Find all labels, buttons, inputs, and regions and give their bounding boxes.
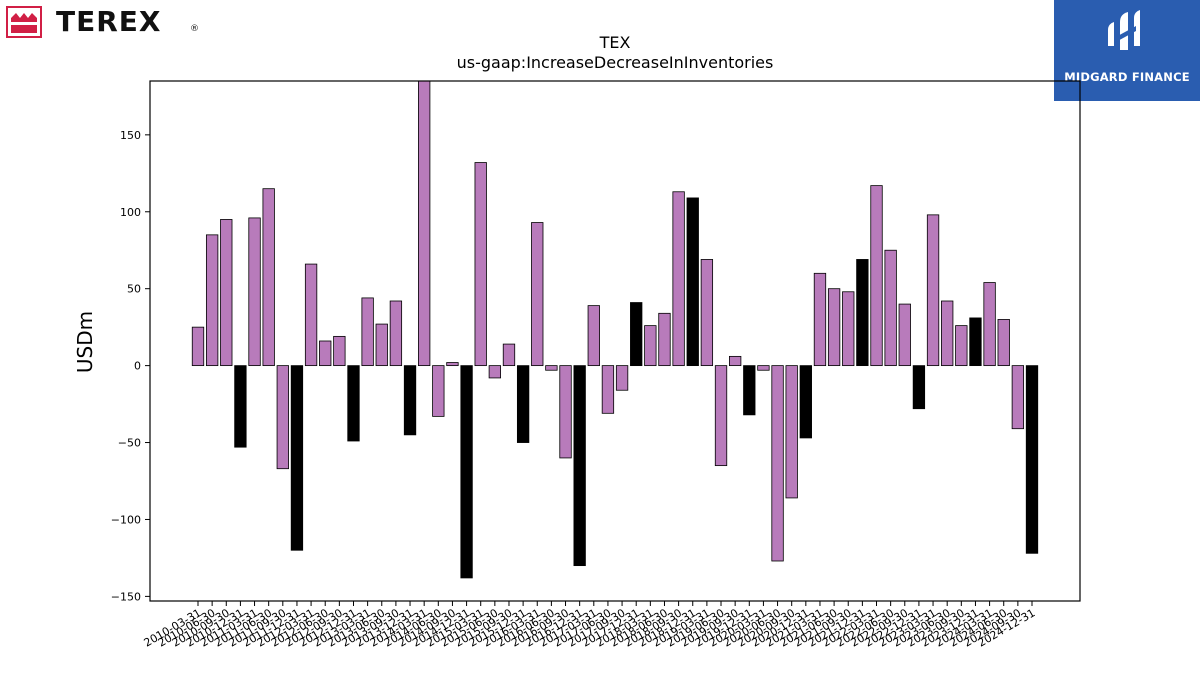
bar	[587, 305, 600, 367]
bar	[856, 259, 869, 367]
y-tick-label: −150	[111, 590, 141, 603]
bar	[361, 297, 374, 367]
x-axis: 2010-03-312010-06-302010-09-302010-12-31…	[142, 601, 1038, 650]
bar	[997, 319, 1010, 367]
bar	[743, 365, 756, 416]
logo-text: TEREX	[56, 5, 162, 38]
bar	[262, 188, 275, 367]
y-tick-label: 150	[120, 129, 141, 142]
y-tick-label: −100	[111, 513, 141, 526]
bar	[658, 312, 671, 367]
bar	[912, 365, 926, 410]
bar	[757, 365, 770, 371]
logo-registered-mark: ®	[190, 24, 199, 34]
bar	[389, 300, 403, 367]
bar	[700, 259, 714, 367]
bar	[290, 365, 304, 551]
bar	[799, 365, 812, 439]
terex-logo-icon	[6, 6, 42, 38]
bars-group	[191, 81, 1039, 579]
bar	[234, 365, 247, 448]
bar	[771, 365, 784, 562]
chart-subtitle: us-gaap:IncreaseDecreaseInInventories	[457, 53, 774, 72]
chart-title: TEX	[599, 33, 631, 52]
bar	[276, 365, 289, 470]
bar	[531, 222, 544, 367]
bar	[672, 191, 685, 367]
bar	[319, 340, 332, 367]
bar	[333, 335, 346, 367]
bar	[686, 197, 699, 367]
y-tick-label: −50	[118, 437, 141, 450]
midgard-logo-icon	[1108, 10, 1140, 50]
bar	[446, 362, 459, 367]
brand-name: MIDGARD FINANCE	[1064, 70, 1190, 84]
bar	[983, 282, 996, 367]
bar	[474, 162, 487, 367]
y-axis-label: USDm	[73, 311, 97, 373]
bar	[1025, 365, 1039, 554]
y-tick-label: 50	[127, 283, 141, 296]
bar	[969, 317, 982, 367]
bar	[304, 263, 318, 367]
terex-logo: TEREX ®	[6, 6, 206, 38]
bar	[502, 343, 516, 367]
bar	[955, 325, 968, 367]
bar	[545, 365, 558, 371]
bar	[729, 355, 742, 367]
bar	[191, 326, 205, 367]
bar	[488, 365, 502, 379]
bar	[630, 302, 643, 367]
y-tick-label: 0	[134, 360, 141, 373]
bar	[898, 303, 911, 367]
y-axis: −150 −100 −50 0 50 100 150	[111, 129, 150, 603]
bar	[375, 323, 388, 367]
bar	[347, 365, 360, 442]
bar	[813, 272, 827, 367]
plot-frame	[149, 80, 1081, 602]
bar	[785, 365, 798, 499]
y-tick-label: 100	[120, 206, 141, 219]
bar	[1011, 365, 1025, 430]
bar	[432, 365, 445, 417]
bar	[559, 365, 572, 459]
bar	[827, 288, 841, 367]
bar	[248, 217, 261, 367]
bar	[842, 291, 855, 367]
bar	[418, 81, 431, 367]
bar	[870, 185, 883, 367]
bar	[884, 249, 897, 367]
bar	[460, 365, 473, 579]
bar	[205, 234, 219, 367]
bar	[220, 219, 233, 367]
bar	[941, 300, 954, 367]
bar	[601, 365, 615, 414]
bar	[573, 365, 586, 567]
brand-badge: MIDGARD FINANCE	[1054, 0, 1200, 101]
bar	[926, 214, 940, 367]
bar	[615, 365, 629, 391]
bar	[516, 365, 530, 443]
bar	[403, 365, 417, 436]
bar	[644, 325, 657, 367]
bar	[714, 365, 728, 467]
